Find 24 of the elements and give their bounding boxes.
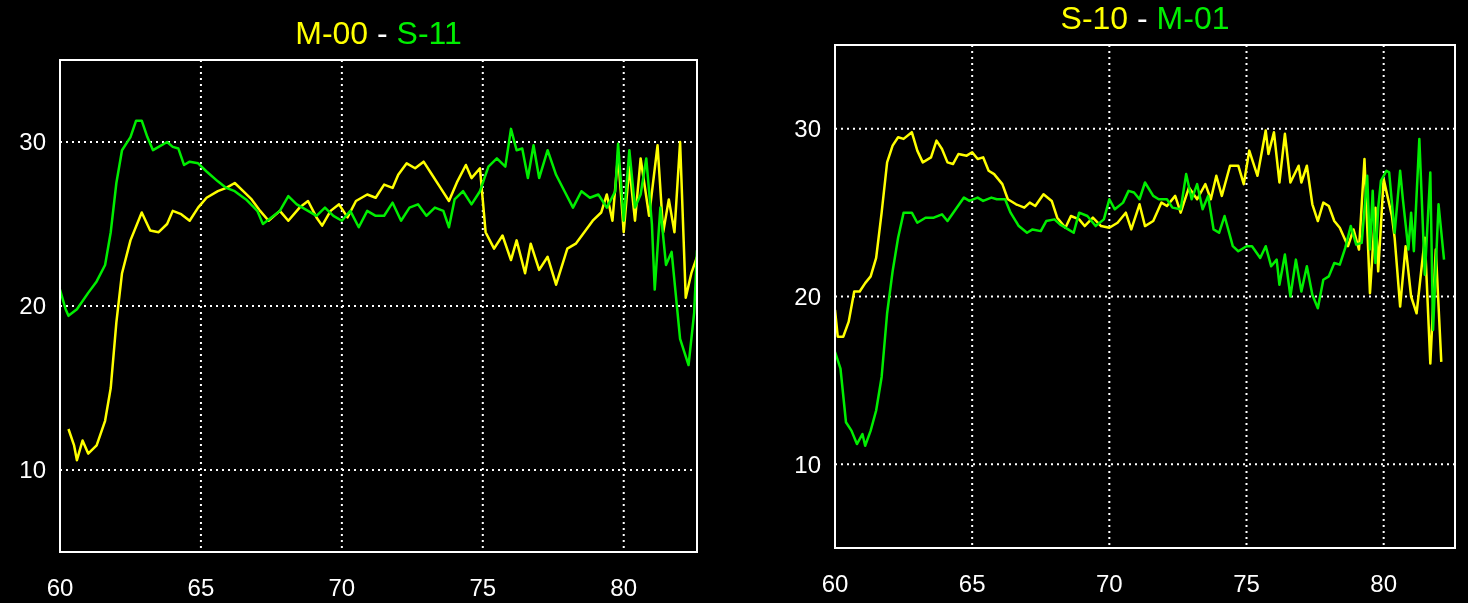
legend-title: - [1128, 0, 1157, 36]
y-tick-label: 30 [794, 115, 821, 143]
line-series [60, 119, 697, 367]
x-tick-label: 65 [958, 570, 986, 597]
y-tick-label: 20 [794, 282, 821, 310]
y-tick-label: 30 [19, 128, 46, 156]
x-tick-label: 75 [1233, 570, 1260, 597]
line-series [835, 137, 1446, 447]
y-tick-label: 10 [19, 456, 46, 484]
text: M-00 [295, 15, 369, 51]
x-tick-label: 80 [610, 574, 638, 601]
y-tick-label: 20 [19, 292, 46, 320]
x-tick-label: 80 [1370, 570, 1398, 597]
x-tick-label: 70 [1095, 570, 1123, 597]
x-tick-label: 70 [328, 574, 356, 601]
text: S-10 [1060, 0, 1129, 36]
text: S-11 [396, 15, 462, 51]
text: M-01 [1156, 0, 1230, 36]
x-tick-label: 60 [821, 570, 849, 597]
y-tick-label: 10 [794, 450, 821, 478]
x-tick-label: 75 [469, 574, 497, 601]
legend-title: - [368, 15, 397, 51]
x-tick-label: 60 [46, 574, 74, 601]
x-tick-label: 65 [187, 574, 215, 601]
